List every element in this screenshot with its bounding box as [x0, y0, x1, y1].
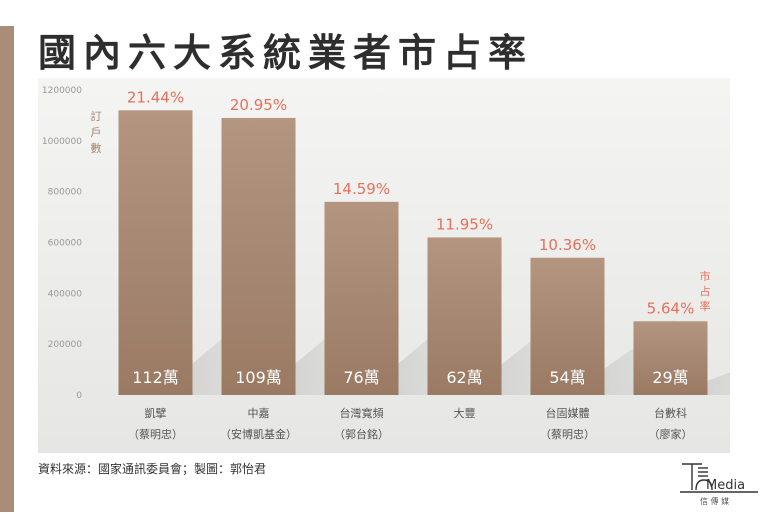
share-label: 21.44% [127, 88, 184, 106]
media-logo: Media 信 傳 媒 [672, 460, 764, 510]
bar [427, 237, 502, 395]
bar [324, 201, 399, 395]
value-label: 112萬 [132, 368, 179, 387]
y-axis-title-char: 訂 [91, 109, 102, 123]
accent-strip [0, 26, 14, 512]
owner-label: （安博凱基金） [220, 427, 297, 441]
owner-label: （蔡明忠） [540, 428, 595, 441]
source-note: 資料來源：國家通訊委員會；製圖：郭怡君 [38, 462, 267, 476]
share-label: 10.36% [539, 236, 596, 254]
y-tick-label: 0 [76, 391, 82, 401]
bar [221, 117, 296, 396]
category-label: 台灣寬頻 [340, 406, 384, 420]
bar [118, 110, 193, 396]
category-label: 大豐 [454, 406, 476, 420]
share-label: 20.95% [230, 96, 287, 114]
y-tick-label: 400000 [48, 289, 83, 299]
value-label: 29萬 [652, 368, 688, 387]
svg-text:信 傳 媒: 信 傳 媒 [700, 496, 729, 506]
share-label: 5.64% [647, 299, 695, 317]
category-label: 台固媒體 [546, 406, 590, 420]
y-axis-title-char: 數 [91, 142, 102, 155]
y-tick-label: 200000 [48, 340, 83, 350]
y2-axis-title-char: 率 [700, 299, 711, 313]
svg-text:Media: Media [706, 478, 745, 493]
category-label: 中嘉 [248, 406, 270, 420]
share-label: 14.59% [333, 180, 390, 198]
bar [633, 321, 708, 395]
y-tick-label: 1000000 [42, 137, 82, 147]
bar [530, 257, 605, 395]
category-label: 台數科 [654, 406, 687, 420]
y2-axis-title-char: 市 [700, 269, 711, 283]
chart-title: 國內六大系統業者市占率 [38, 31, 534, 75]
market-share-bar-chart: 020000040000060000080000010000001200000 … [38, 78, 768, 453]
value-label: 62萬 [446, 368, 482, 387]
y2-axis-title-char: 占 [700, 284, 711, 298]
category-label: 凱擘 [145, 406, 167, 420]
share-label: 11.95% [436, 215, 493, 233]
owner-label: （郭台銘） [334, 427, 389, 441]
logo-mark-icon [680, 463, 758, 493]
owner-label: （廖家） [649, 427, 693, 441]
y-axis-title-char: 戶 [91, 126, 102, 139]
value-label: 109萬 [235, 368, 282, 387]
owner-label: （蔡明忠） [128, 428, 183, 441]
y-tick-label: 1200000 [42, 86, 82, 96]
y-tick-label: 800000 [48, 188, 83, 198]
y-tick-label: 600000 [48, 239, 83, 249]
value-label: 76萬 [343, 368, 379, 387]
chart-panel: 0 200000 400000 600000 800000 1000000 1200000 … [38, 78, 768, 453]
value-label: 54萬 [549, 368, 585, 387]
